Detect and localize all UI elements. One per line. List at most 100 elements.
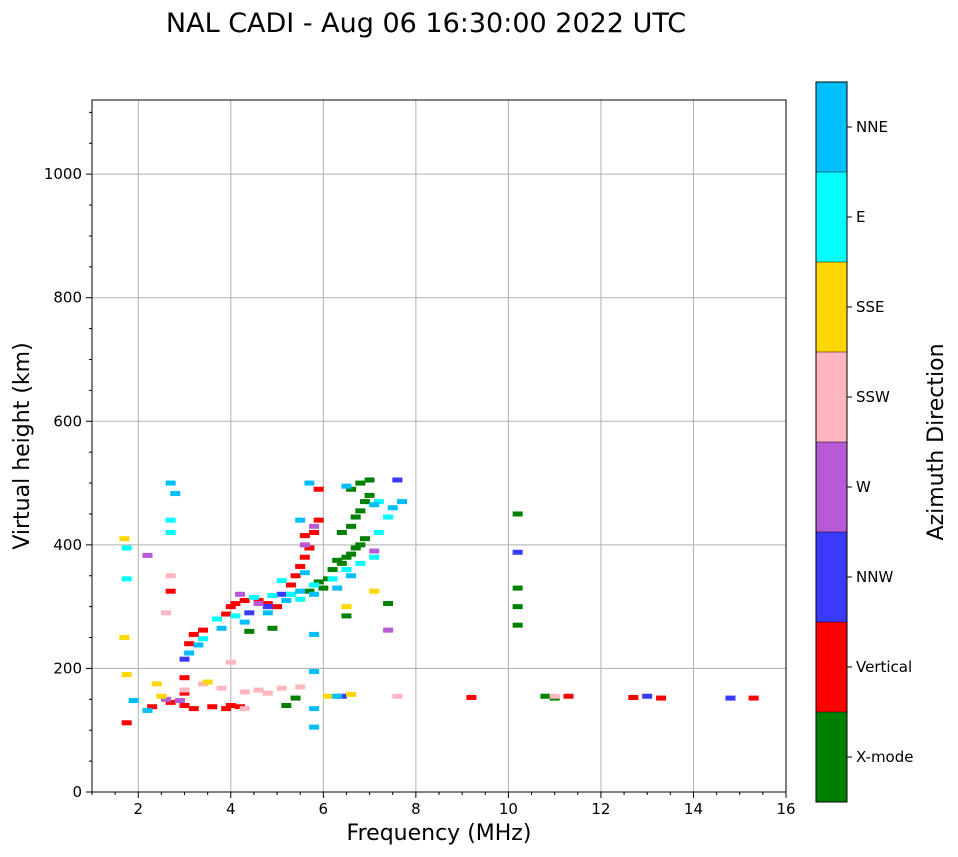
echo-point [336,530,347,535]
echo-point [142,707,153,713]
x-tick-label: 8 [411,800,421,818]
colorbar-segment [816,352,847,442]
echo-point [121,672,132,678]
colorbar-category-label: NNE [856,118,888,136]
echo-point [253,687,264,693]
echo-point [253,601,264,607]
echo-point [327,576,338,582]
x-tick-label: 6 [319,800,329,818]
colorbar-label: Azimuth Direction [924,343,949,540]
echo-point [188,631,199,637]
echo-point [142,552,153,558]
echo-point [179,703,190,708]
echo-point [327,567,338,573]
echo-point [295,684,306,690]
azimuth-colorbar: X-mode Vertical NNW W SSW SSE E NNE [815,81,913,803]
colorbar-segment [816,622,847,712]
echo-point [248,594,259,600]
echo-point [299,542,310,548]
echo-point [121,576,132,582]
echo-point [512,585,523,591]
echo-point [725,695,736,701]
grid-lines [92,100,786,792]
echo-point [216,685,227,691]
echo-point [165,573,176,579]
echo-point [276,591,287,597]
echo-point [512,511,523,517]
echo-point [225,604,236,610]
echo-point [313,579,324,585]
x-tick-label: 2 [133,800,143,818]
plot-area: 2 4 6 8 10 12 14 16 0 200 400 600 800 1000 [44,99,796,818]
y-tick-label: 800 [53,289,82,307]
echo-point [383,514,394,520]
echo-point [364,492,375,498]
echo-point [383,627,394,633]
echo-point [281,597,292,603]
series-e [121,499,394,642]
y-tick-label: 200 [53,659,82,677]
echo-point [221,706,232,712]
colorbar-segment [816,82,847,172]
echo-point [235,591,246,597]
echo-point [285,582,296,588]
echo-point [512,622,523,628]
x-axis-label: Frequency (MHz) [347,821,532,846]
echo-point [512,604,523,610]
echo-point [262,601,273,607]
echo-point [628,694,639,700]
echo-point [262,690,273,696]
echo-point [267,625,278,631]
echo-point [161,696,172,702]
echo-point [121,720,132,726]
echo-point [748,695,759,701]
echo-point [161,610,172,616]
series-vertical [121,486,759,726]
echo-point [313,517,324,523]
echo-point [383,601,394,607]
echo-point [656,695,667,701]
echo-point [341,613,352,619]
echo-point [230,601,241,607]
echo-point [253,597,264,603]
echo-point [165,480,176,486]
echo-point [373,530,384,535]
echo-point [512,549,523,555]
echo-point [198,627,209,633]
echo-point [262,610,273,616]
echo-point [549,693,560,699]
echo-point [369,502,380,508]
echo-point [179,675,190,681]
echo-point [290,573,301,579]
echo-point [350,545,361,551]
y-tick-label: 0 [72,783,82,801]
echo-point [165,699,176,705]
colorbar-segment [816,172,847,262]
colorbar-frame [815,81,848,803]
echo-point [466,694,477,700]
echo-point [309,724,320,730]
echo-point [119,635,130,641]
echo-point [369,588,380,594]
echo-point [239,619,250,625]
echo-point [359,536,370,542]
colorbar-segment [816,442,847,532]
series-w [142,523,394,704]
series-nne [128,480,407,730]
echo-point [346,551,357,557]
echo-point [281,703,292,708]
echo-point [341,554,352,560]
echo-point [642,693,653,699]
echo-point [322,693,333,699]
echo-point [355,542,366,548]
echo-point [165,530,176,535]
echo-point [239,689,250,695]
colorbar-category-label: NNW [856,568,893,586]
colorbar-segment [816,262,847,352]
x-tick-label: 4 [226,800,236,818]
colorbar-segment [816,532,847,622]
echo-point [267,593,278,599]
colorbar-category-label: E [856,208,865,226]
echo-point [184,650,195,656]
